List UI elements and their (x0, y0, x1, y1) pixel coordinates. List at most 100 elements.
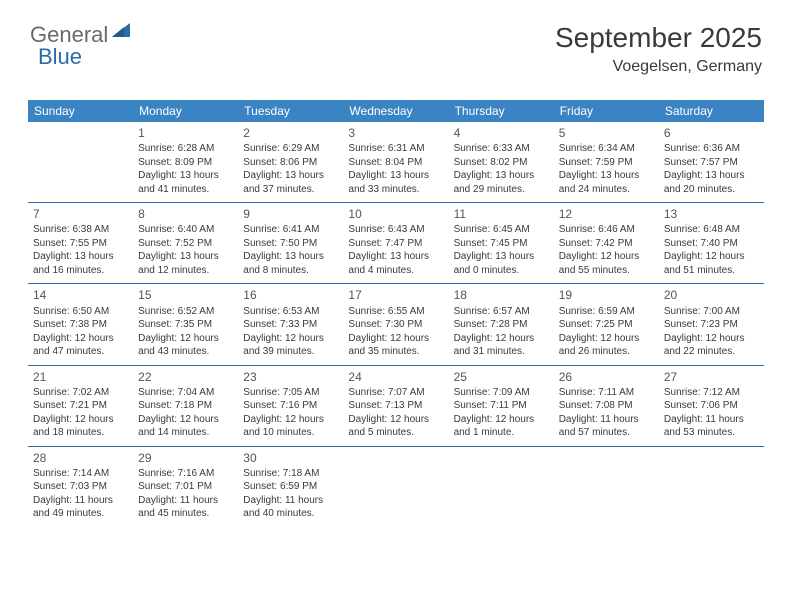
sunset-line: Sunset: 7:06 PM (664, 399, 759, 413)
day-cell: 18Sunrise: 6:57 AMSunset: 7:28 PMDayligh… (449, 284, 554, 364)
sunrise-line: Sunrise: 6:52 AM (138, 305, 233, 319)
sunrise-line: Sunrise: 6:41 AM (243, 223, 338, 237)
sunrise-line: Sunrise: 6:36 AM (664, 142, 759, 156)
day-number: 2 (243, 125, 338, 141)
sunrise-line: Sunrise: 6:50 AM (33, 305, 128, 319)
day-number: 11 (454, 206, 549, 222)
sunrise-line: Sunrise: 6:31 AM (348, 142, 443, 156)
daylight-line: Daylight: 12 hours and 5 minutes. (348, 413, 443, 440)
day-number: 15 (138, 287, 233, 303)
sunrise-line: Sunrise: 7:16 AM (138, 467, 233, 481)
daylight-line: Daylight: 12 hours and 39 minutes. (243, 332, 338, 359)
sunrise-line: Sunrise: 6:57 AM (454, 305, 549, 319)
day-number: 30 (243, 450, 338, 466)
sunset-line: Sunset: 8:02 PM (454, 156, 549, 170)
sunrise-line: Sunrise: 6:28 AM (138, 142, 233, 156)
sunset-line: Sunset: 8:06 PM (243, 156, 338, 170)
day-number: 28 (33, 450, 128, 466)
day-header: Tuesday (238, 100, 343, 122)
day-cell: 15Sunrise: 6:52 AMSunset: 7:35 PMDayligh… (133, 284, 238, 364)
day-number: 13 (664, 206, 759, 222)
day-cell: 20Sunrise: 7:00 AMSunset: 7:23 PMDayligh… (659, 284, 764, 364)
daylight-line: Daylight: 11 hours and 49 minutes. (33, 494, 128, 521)
daylight-line: Daylight: 12 hours and 31 minutes. (454, 332, 549, 359)
sunrise-line: Sunrise: 7:04 AM (138, 386, 233, 400)
day-number: 1 (138, 125, 233, 141)
day-number: 9 (243, 206, 338, 222)
sunset-line: Sunset: 7:21 PM (33, 399, 128, 413)
sunrise-line: Sunrise: 6:43 AM (348, 223, 443, 237)
sunset-line: Sunset: 7:47 PM (348, 237, 443, 251)
day-header: Wednesday (343, 100, 448, 122)
daylight-line: Daylight: 13 hours and 41 minutes. (138, 169, 233, 196)
day-cell (28, 122, 133, 202)
day-number: 5 (559, 125, 654, 141)
week-row: 1Sunrise: 6:28 AMSunset: 8:09 PMDaylight… (28, 122, 764, 203)
day-cell: 29Sunrise: 7:16 AMSunset: 7:01 PMDayligh… (133, 447, 238, 527)
day-number: 16 (243, 287, 338, 303)
daylight-line: Daylight: 12 hours and 55 minutes. (559, 250, 654, 277)
day-cell: 6Sunrise: 6:36 AMSunset: 7:57 PMDaylight… (659, 122, 764, 202)
sunrise-line: Sunrise: 6:33 AM (454, 142, 549, 156)
sunrise-line: Sunrise: 6:55 AM (348, 305, 443, 319)
day-number: 22 (138, 369, 233, 385)
sunrise-line: Sunrise: 6:59 AM (559, 305, 654, 319)
day-header: Thursday (449, 100, 554, 122)
daylight-line: Daylight: 11 hours and 57 minutes. (559, 413, 654, 440)
daylight-line: Daylight: 12 hours and 26 minutes. (559, 332, 654, 359)
daylight-line: Daylight: 13 hours and 8 minutes. (243, 250, 338, 277)
sunset-line: Sunset: 7:52 PM (138, 237, 233, 251)
daylight-line: Daylight: 11 hours and 45 minutes. (138, 494, 233, 521)
sunset-line: Sunset: 7:11 PM (454, 399, 549, 413)
sunset-line: Sunset: 7:08 PM (559, 399, 654, 413)
sunset-line: Sunset: 7:18 PM (138, 399, 233, 413)
daylight-line: Daylight: 12 hours and 43 minutes. (138, 332, 233, 359)
daylight-line: Daylight: 13 hours and 12 minutes. (138, 250, 233, 277)
day-cell: 19Sunrise: 6:59 AMSunset: 7:25 PMDayligh… (554, 284, 659, 364)
sunset-line: Sunset: 8:04 PM (348, 156, 443, 170)
daylight-line: Daylight: 12 hours and 51 minutes. (664, 250, 759, 277)
day-header: Monday (133, 100, 238, 122)
daylight-line: Daylight: 13 hours and 33 minutes. (348, 169, 443, 196)
day-cell: 25Sunrise: 7:09 AMSunset: 7:11 PMDayligh… (449, 366, 554, 446)
day-cell: 10Sunrise: 6:43 AMSunset: 7:47 PMDayligh… (343, 203, 448, 283)
daylight-line: Daylight: 13 hours and 0 minutes. (454, 250, 549, 277)
day-number: 23 (243, 369, 338, 385)
day-number: 14 (33, 287, 128, 303)
sunset-line: Sunset: 7:16 PM (243, 399, 338, 413)
day-cell: 14Sunrise: 6:50 AMSunset: 7:38 PMDayligh… (28, 284, 133, 364)
sunrise-line: Sunrise: 7:09 AM (454, 386, 549, 400)
day-number: 25 (454, 369, 549, 385)
day-number: 8 (138, 206, 233, 222)
day-cell: 24Sunrise: 7:07 AMSunset: 7:13 PMDayligh… (343, 366, 448, 446)
day-cell: 11Sunrise: 6:45 AMSunset: 7:45 PMDayligh… (449, 203, 554, 283)
sunset-line: Sunset: 7:45 PM (454, 237, 549, 251)
sunrise-line: Sunrise: 7:05 AM (243, 386, 338, 400)
day-cell (554, 447, 659, 527)
day-number: 24 (348, 369, 443, 385)
day-cell: 27Sunrise: 7:12 AMSunset: 7:06 PMDayligh… (659, 366, 764, 446)
sunrise-line: Sunrise: 7:12 AM (664, 386, 759, 400)
day-cell: 23Sunrise: 7:05 AMSunset: 7:16 PMDayligh… (238, 366, 343, 446)
week-row: 14Sunrise: 6:50 AMSunset: 7:38 PMDayligh… (28, 284, 764, 365)
day-cell: 26Sunrise: 7:11 AMSunset: 7:08 PMDayligh… (554, 366, 659, 446)
day-cell: 28Sunrise: 7:14 AMSunset: 7:03 PMDayligh… (28, 447, 133, 527)
sunset-line: Sunset: 7:23 PM (664, 318, 759, 332)
daylight-line: Daylight: 12 hours and 35 minutes. (348, 332, 443, 359)
month-title: September 2025 (555, 22, 762, 54)
day-number: 20 (664, 287, 759, 303)
daylight-line: Daylight: 13 hours and 16 minutes. (33, 250, 128, 277)
sunrise-line: Sunrise: 7:14 AM (33, 467, 128, 481)
sunrise-line: Sunrise: 7:02 AM (33, 386, 128, 400)
day-number: 17 (348, 287, 443, 303)
sunrise-line: Sunrise: 6:53 AM (243, 305, 338, 319)
day-number: 4 (454, 125, 549, 141)
week-row: 7Sunrise: 6:38 AMSunset: 7:55 PMDaylight… (28, 203, 764, 284)
sunrise-line: Sunrise: 6:46 AM (559, 223, 654, 237)
day-cell: 16 Sunrise: 6:53 AMSunset: 7:33 PMDayligh… (238, 284, 343, 364)
day-header: Saturday (659, 100, 764, 122)
calendar: SundayMondayTuesdayWednesdayThursdayFrid… (28, 100, 764, 527)
daylight-line: Daylight: 13 hours and 24 minutes. (559, 169, 654, 196)
daylight-line: Daylight: 11 hours and 53 minutes. (664, 413, 759, 440)
sunset-line: Sunset: 7:33 PM (243, 318, 338, 332)
